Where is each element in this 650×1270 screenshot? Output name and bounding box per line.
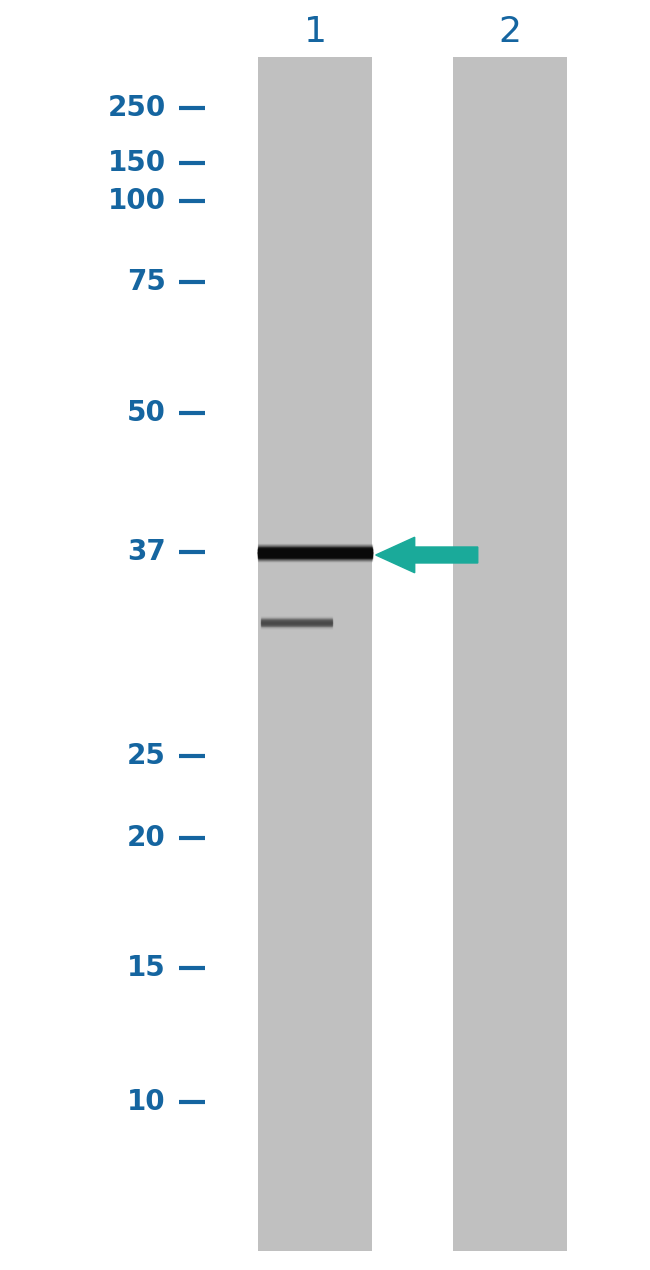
Text: 75: 75 [127,268,166,296]
Text: 2: 2 [499,15,522,48]
Bar [259,57,372,1251]
Text: 250: 250 [107,94,166,122]
Text: 100: 100 [108,187,166,215]
Bar [454,57,567,1251]
Text: 1: 1 [304,15,327,48]
Text: 15: 15 [127,954,166,982]
Text: 20: 20 [127,824,166,852]
Text: 25: 25 [127,742,166,770]
Text: 50: 50 [127,399,166,427]
Text: 150: 150 [108,149,166,177]
FancyArrow shape [376,537,478,573]
Text: 10: 10 [127,1088,166,1116]
Text: 37: 37 [127,538,166,566]
